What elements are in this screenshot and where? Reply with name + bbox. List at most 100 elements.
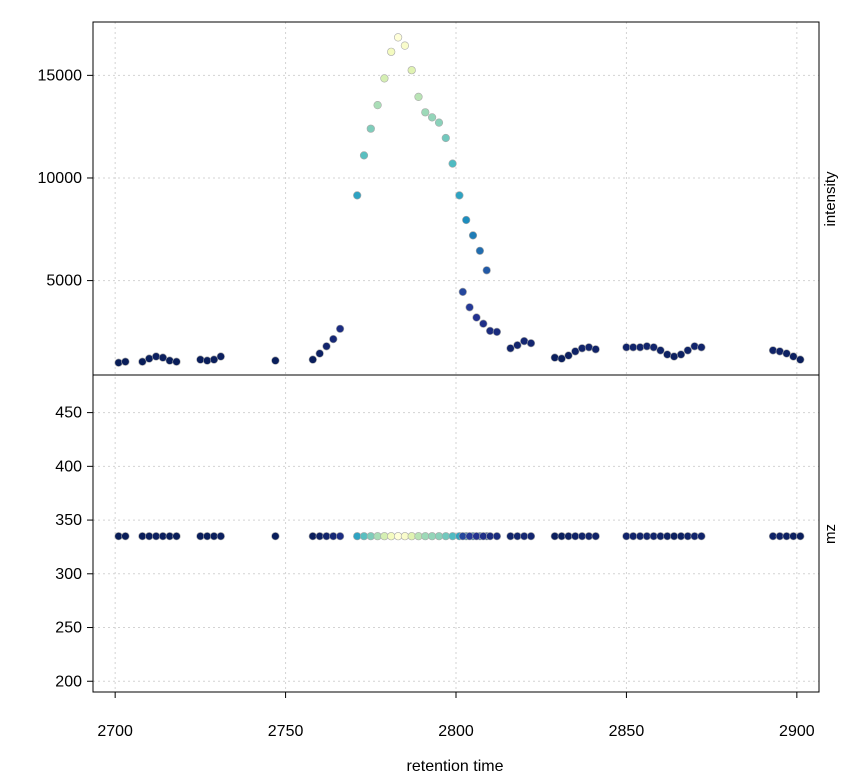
intensity-point <box>448 159 457 168</box>
intensity-point <box>669 352 679 361</box>
mz-point <box>353 532 362 541</box>
mz-point <box>577 532 587 541</box>
mz-point <box>768 532 778 541</box>
y-tick-label-intensity: 10000 <box>38 170 83 187</box>
y-tick-label-mz: 300 <box>55 566 82 583</box>
y-axis-label-mz: mz <box>822 524 839 544</box>
mz-point <box>172 532 181 541</box>
mz-point <box>564 532 573 541</box>
intensity-point <box>434 118 444 127</box>
intensity-point <box>697 343 706 352</box>
intensity-point <box>121 357 130 366</box>
mz-point <box>441 532 450 541</box>
intensity-point <box>690 342 699 351</box>
mz-point <box>775 532 784 541</box>
intensity-point <box>768 346 778 355</box>
intensity-point <box>676 350 686 359</box>
mz-point <box>407 532 416 541</box>
mz-point <box>421 532 430 541</box>
mz-point <box>506 532 515 541</box>
mz-point <box>458 532 467 541</box>
intensity-point <box>366 124 375 133</box>
mz-point <box>492 532 502 541</box>
x-tick-label: 2800 <box>438 723 474 740</box>
y-tick-label-mz: 350 <box>55 512 82 529</box>
intensity-point <box>520 337 529 346</box>
intensity-point <box>407 66 416 75</box>
intensity-point <box>458 287 467 297</box>
intensity-point <box>441 133 450 143</box>
mz-point <box>448 532 457 541</box>
intensity-point <box>622 343 631 352</box>
intensity-point <box>414 92 423 101</box>
mz-point <box>690 532 699 541</box>
mz-point <box>428 532 437 541</box>
mz-point <box>622 532 631 541</box>
mz-point <box>789 532 798 541</box>
mz-point <box>656 532 665 541</box>
intensity-point <box>165 356 174 365</box>
mz-point <box>414 532 423 541</box>
mz-point <box>571 532 580 541</box>
intensity-point <box>656 346 665 355</box>
mz-point <box>138 532 147 541</box>
intensity-point <box>308 355 317 364</box>
intensity-point <box>158 353 167 362</box>
intensity-point <box>400 41 410 50</box>
intensity-point <box>322 342 331 351</box>
intensity-point <box>782 349 791 358</box>
mz-point <box>380 532 389 541</box>
intensity-point <box>642 342 652 351</box>
mz-point <box>329 532 338 541</box>
mz-point <box>121 532 130 541</box>
mz-point <box>479 532 488 541</box>
intensity-point <box>138 357 147 366</box>
intensity-point <box>591 345 600 354</box>
y-tick-label-intensity: 5000 <box>46 273 82 290</box>
intensity-point <box>373 100 382 110</box>
mz-point <box>373 532 382 541</box>
mz-point <box>196 532 205 541</box>
mz-point <box>158 532 167 541</box>
mz-point <box>520 532 529 541</box>
mz-point <box>203 532 212 541</box>
intensity-point <box>557 354 566 363</box>
intensity-point <box>479 319 488 328</box>
intensity-point <box>196 355 205 364</box>
mz-point <box>387 532 396 541</box>
intensity-point <box>209 355 219 364</box>
intensity-point <box>329 335 338 344</box>
intensity-point <box>336 324 345 333</box>
x-tick-label: 2850 <box>609 723 645 740</box>
mz-point <box>152 532 161 541</box>
mz-point <box>114 532 123 541</box>
mz-point <box>642 532 652 541</box>
intensity-point <box>796 355 805 364</box>
intensity-point <box>152 352 161 361</box>
y-tick-label-mz: 450 <box>55 405 82 422</box>
y-tick-label-mz: 250 <box>55 620 82 637</box>
mz-point <box>315 532 324 541</box>
points-layer <box>114 33 805 541</box>
intensity-point <box>577 344 587 353</box>
mz-point <box>557 532 566 541</box>
mz-point <box>434 532 444 541</box>
mz-point <box>216 532 225 541</box>
x-tick-label: 2700 <box>97 723 133 740</box>
intensity-point <box>145 354 154 363</box>
intensity-point <box>387 47 396 56</box>
intensity-point <box>635 343 645 352</box>
mz-point <box>366 532 375 541</box>
mz-point <box>649 532 658 541</box>
intensity-point <box>506 344 515 353</box>
x-tick-label: 2900 <box>779 723 815 740</box>
mz-point <box>145 532 154 541</box>
mz-point <box>697 532 706 541</box>
mz-point <box>400 532 410 541</box>
y-tick-label-intensity: 15000 <box>38 67 83 84</box>
intensity-point <box>359 151 369 160</box>
mz-point <box>322 532 331 541</box>
intensity-point <box>683 346 692 355</box>
x-axis-label: retention time <box>407 758 504 775</box>
